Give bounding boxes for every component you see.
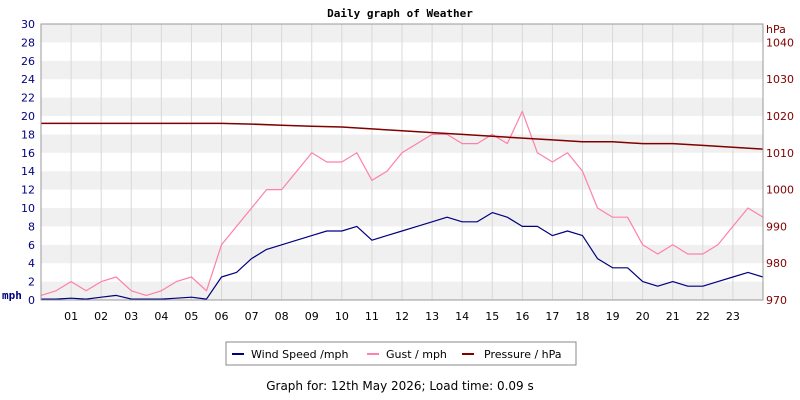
x-axis-ticks: 01 02 03 04 05 06 07 08 09 10 11 12 13 14 15 16 17 18 19 20… <box>64 310 740 323</box>
left-tick-label: 8 <box>28 220 35 233</box>
left-tick-label: 26 <box>21 55 35 68</box>
right-tick-label: 1020 <box>766 110 794 123</box>
right-tick-label: 1030 <box>766 73 794 86</box>
x-tick-label: 19 <box>606 310 620 323</box>
x-tick-label: 15 <box>485 310 499 323</box>
left-tick-label: 18 <box>21 128 35 141</box>
x-tick-label: 09 <box>305 310 319 323</box>
left-tick-label: 14 <box>21 165 35 178</box>
right-tick-label: 1010 <box>766 147 794 160</box>
x-tick-label: 02 <box>94 310 108 323</box>
left-tick-label: 10 <box>21 202 35 215</box>
series-line-gust-mph <box>40 110 764 296</box>
right-tick-label: 1040 <box>766 36 794 49</box>
x-tick-label: 01 <box>64 310 78 323</box>
x-tick-label: 20 <box>636 310 650 323</box>
legend: Wind Speed /mph Gust / mph Pressure / hP… <box>225 341 577 366</box>
left-tick-label: 20 <box>21 110 35 123</box>
right-axis-label: hPa <box>766 23 786 36</box>
x-tick-label: 18 <box>576 310 590 323</box>
right-tick-label: 970 <box>766 294 787 307</box>
left-tick-label: 12 <box>21 184 35 197</box>
legend-label-pressure: Pressure / hPa <box>484 348 562 361</box>
x-tick-label: 13 <box>425 310 439 323</box>
right-axis-ticks: 970 980 990 1000 1010 1020 1030 1040 <box>766 36 794 307</box>
x-tick-label: 08 <box>275 310 289 323</box>
left-tick-label: 0 <box>28 294 35 307</box>
x-tick-label: 21 <box>666 310 680 323</box>
series-line-pressure-hpa <box>41 122 764 150</box>
series-layer <box>40 110 764 300</box>
x-tick-label: 10 <box>335 310 349 323</box>
left-tick-label: 28 <box>21 36 35 49</box>
legend-label-wind: Wind Speed /mph <box>251 348 349 361</box>
x-tick-label: 04 <box>154 310 168 323</box>
left-tick-label: 30 <box>21 18 35 31</box>
right-tick-label: 980 <box>766 257 787 270</box>
right-tick-label: 1000 <box>766 184 794 197</box>
x-tick-label: 16 <box>515 310 529 323</box>
x-tick-label: 14 <box>455 310 469 323</box>
x-tick-label: 06 <box>215 310 229 323</box>
left-tick-label: 4 <box>28 257 35 270</box>
x-tick-label: 11 <box>365 310 379 323</box>
graph-footer: Graph for: 12th May 2026; Load time: 0.0… <box>266 379 534 393</box>
left-tick-label: 6 <box>28 239 35 252</box>
left-tick-label: 24 <box>21 73 35 86</box>
x-tick-label: 17 <box>545 310 559 323</box>
left-tick-label: 22 <box>21 92 35 105</box>
left-axis-label: mph <box>2 289 22 302</box>
plot-border <box>40 23 764 301</box>
x-tick-label: 12 <box>395 310 409 323</box>
right-tick-label: 990 <box>766 220 787 233</box>
x-tick-label: 07 <box>245 310 259 323</box>
x-tick-label: 22 <box>696 310 710 323</box>
x-tick-label: 23 <box>726 310 740 323</box>
x-tick-label: 03 <box>124 310 138 323</box>
legend-label-gust: Gust / mph <box>386 348 447 361</box>
series-line-wind-speed-mph <box>41 212 764 300</box>
x-tick-label: 05 <box>184 310 198 323</box>
legend-box <box>225 341 577 366</box>
chart-title: Daily graph of Weather <box>327 7 473 20</box>
left-tick-label: 2 <box>28 276 35 289</box>
left-tick-label: 16 <box>21 147 35 160</box>
